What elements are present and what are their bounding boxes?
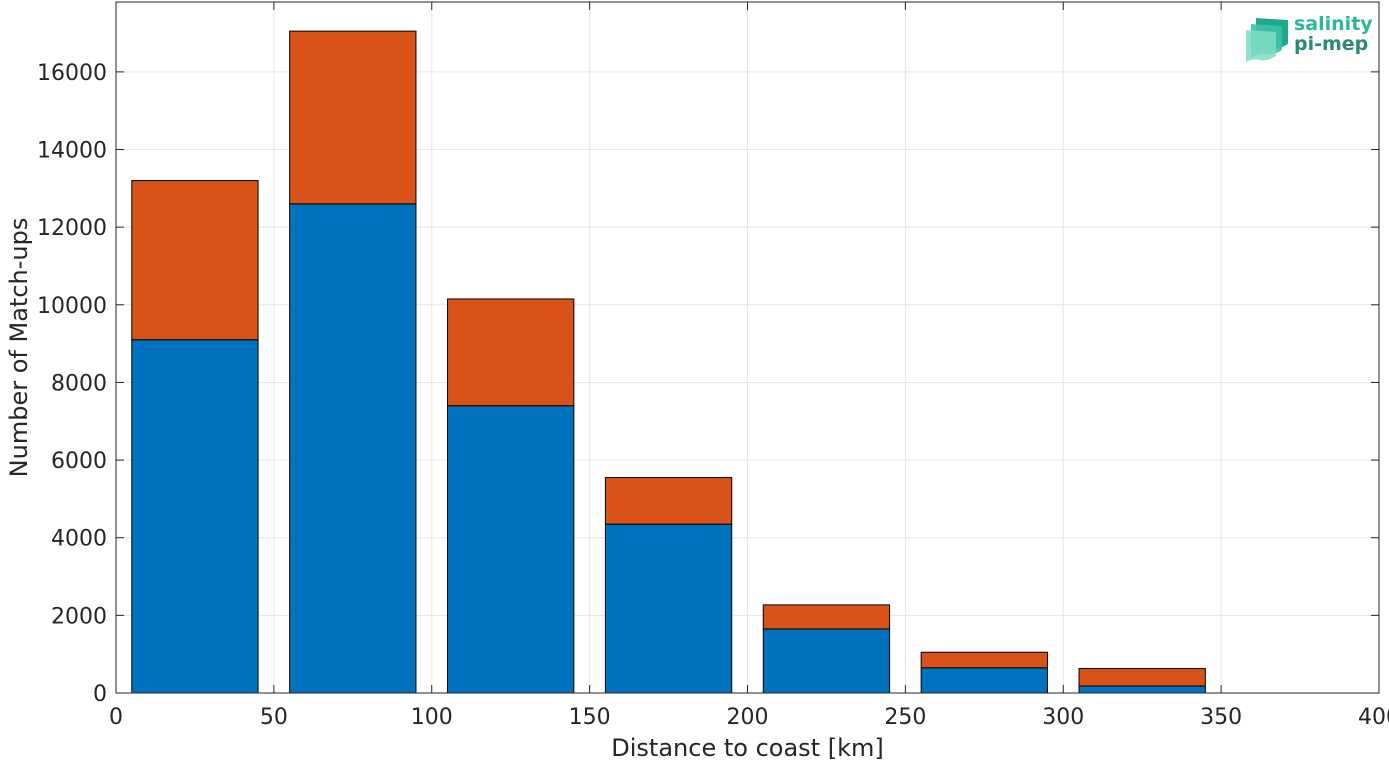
x-tick-label: 350	[1200, 705, 1242, 730]
x-tick-label: 150	[569, 705, 611, 730]
bar-series-1	[289, 203, 417, 694]
salinity-pi-mep-logo: salinity pi-mep	[1244, 14, 1374, 64]
bar-series-1	[131, 339, 259, 694]
bar-series-2	[920, 651, 1048, 669]
y-tick-label: 0	[93, 682, 107, 707]
x-tick-labels: 0 50 100 150 200 250 300 350 400	[109, 705, 1389, 730]
y-tick-label: 14000	[37, 139, 107, 164]
bar-series-1	[447, 405, 575, 694]
bar-series-2	[762, 604, 891, 630]
bars	[131, 30, 1206, 694]
y-tick-label: 16000	[37, 61, 107, 86]
x-tick-label: 400	[1358, 705, 1389, 730]
x-tick-label: 250	[884, 705, 926, 730]
bar-series-1	[920, 667, 1048, 694]
bar-series-2	[289, 30, 417, 205]
layered-waves-icon	[1246, 18, 1288, 62]
bar-series-1	[1078, 685, 1206, 694]
y-tick-label: 8000	[51, 371, 107, 396]
y-axis-label: Number of Match-ups	[5, 218, 33, 478]
y-tick-label: 12000	[37, 216, 107, 241]
bar-series-2	[447, 298, 575, 407]
logo-line-2: pi-mep	[1294, 33, 1369, 55]
x-tick-label: 200	[727, 705, 769, 730]
x-tick-label: 100	[411, 705, 453, 730]
y-tick-label: 6000	[51, 449, 107, 474]
y-tick-label: 10000	[37, 294, 107, 319]
x-tick-label: 50	[260, 705, 288, 730]
y-tick-labels: 0 2000 4000 6000 8000 10000 12000 14000 16000	[37, 61, 107, 707]
bar-series-2	[131, 180, 259, 341]
bar-series-1	[762, 628, 891, 694]
x-axis-label: Distance to coast [km]	[611, 734, 883, 761]
y-tick-label: 4000	[51, 527, 107, 552]
bar-series-1	[604, 523, 733, 694]
y-tick-label: 2000	[51, 604, 107, 629]
bar-series-2	[604, 477, 733, 525]
x-tick-label: 300	[1042, 705, 1084, 730]
logo-line-1: salinity	[1294, 13, 1373, 35]
bar-series-2	[1078, 668, 1206, 687]
x-tick-label: 0	[109, 705, 123, 730]
axis-ticks	[115, 2, 1380, 694]
